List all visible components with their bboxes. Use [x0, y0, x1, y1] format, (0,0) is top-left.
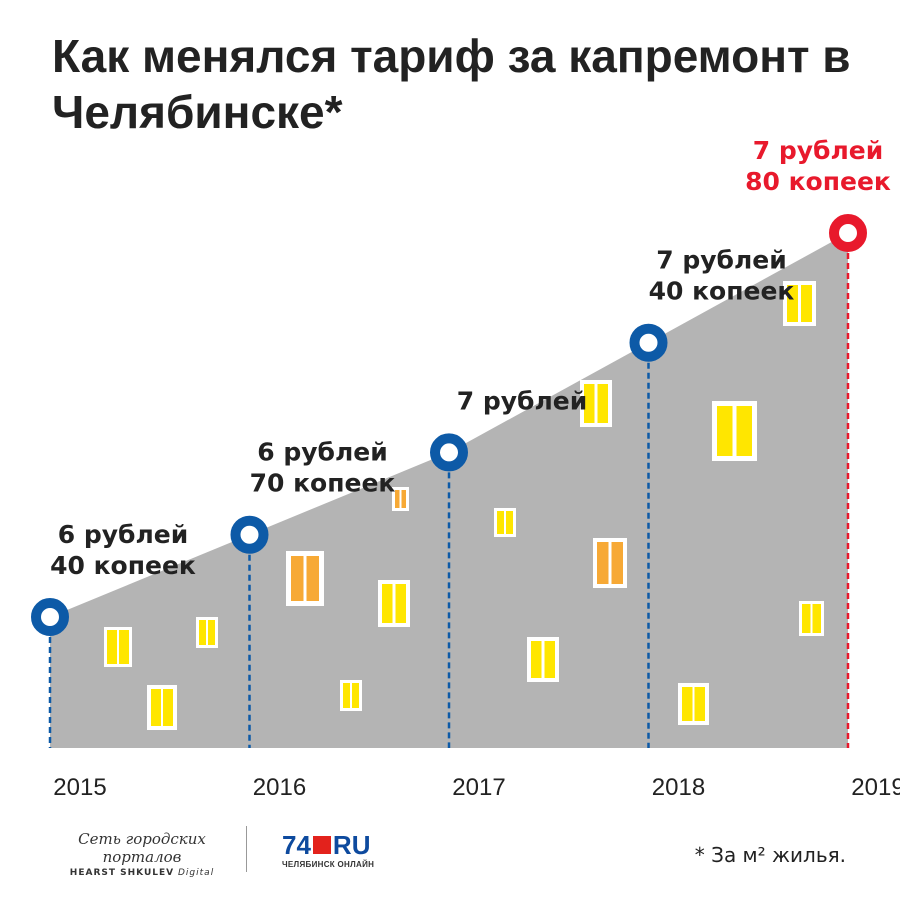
brand-logo-city: ЧЕЛЯБИНСК ОНЛАЙН: [282, 860, 375, 869]
x-tick-label: 2016: [253, 774, 306, 801]
area-fill: [50, 233, 848, 748]
x-tick-label: 2015: [53, 774, 106, 801]
window-icon: [104, 627, 132, 667]
data-point-marker: [31, 598, 69, 636]
data-label: 7 рублей 80 копеек: [745, 136, 891, 196]
network-logo-title: Сеть городских порталов: [78, 830, 206, 866]
drop-lines: [48, 233, 850, 748]
window-icon: [712, 401, 757, 461]
brand-logo-mark: 74 RU: [282, 830, 371, 860]
window-icon: [580, 380, 612, 427]
window-icon: [799, 601, 824, 636]
window-icon: [527, 637, 559, 682]
x-tick-label: 2017: [452, 774, 505, 801]
window-icon: [286, 551, 324, 606]
data-point-marker: [629, 323, 668, 362]
x-axis-tick-labels: 2015 2016 2017 2018 2019: [53, 774, 900, 801]
logo-divider: [246, 826, 247, 872]
window-icon: [783, 281, 816, 326]
window-icon: [494, 508, 516, 537]
brand-logo-square-icon: [312, 836, 331, 854]
network-logo[interactable]: Сеть городских порталов HEARST SHKULEV D…: [52, 830, 232, 878]
window-icon: [147, 685, 177, 730]
data-point-markers: [31, 214, 867, 636]
data-point-marker: [829, 214, 867, 252]
data-labels: 6 рублей 40 копеек 6 рублей 70 копеек 7 рубл…: [50, 136, 891, 580]
window-icon: [678, 683, 709, 725]
brand-logo[interactable]: 74 RU ЧЕЛЯБИНСК ОНЛАЙН: [282, 832, 374, 869]
data-label: 7 рублей 40 копеек: [649, 246, 795, 306]
window-icon: [392, 487, 409, 511]
window-icon: [196, 617, 218, 648]
window-icon: [593, 538, 627, 588]
data-label: 6 рублей 70 копеек: [250, 438, 396, 498]
chart-title: Как менялся тариф за капремонт в Челябин…: [52, 30, 851, 138]
data-label: 7 рублей: [457, 386, 588, 415]
x-tick-label: 2019: [851, 774, 900, 801]
data-point-marker: [230, 515, 269, 554]
building-windows: [104, 281, 824, 730]
footnote: * За м² жилья.: [694, 843, 846, 867]
data-label: 6 рублей 40 копеек: [50, 520, 196, 580]
window-icon: [340, 680, 362, 711]
x-tick-label: 2018: [652, 774, 705, 801]
window-icon: [378, 580, 410, 627]
data-point-marker: [430, 433, 468, 472]
network-logo-subtitle: HEARST SHKULEV Digital: [69, 868, 215, 878]
